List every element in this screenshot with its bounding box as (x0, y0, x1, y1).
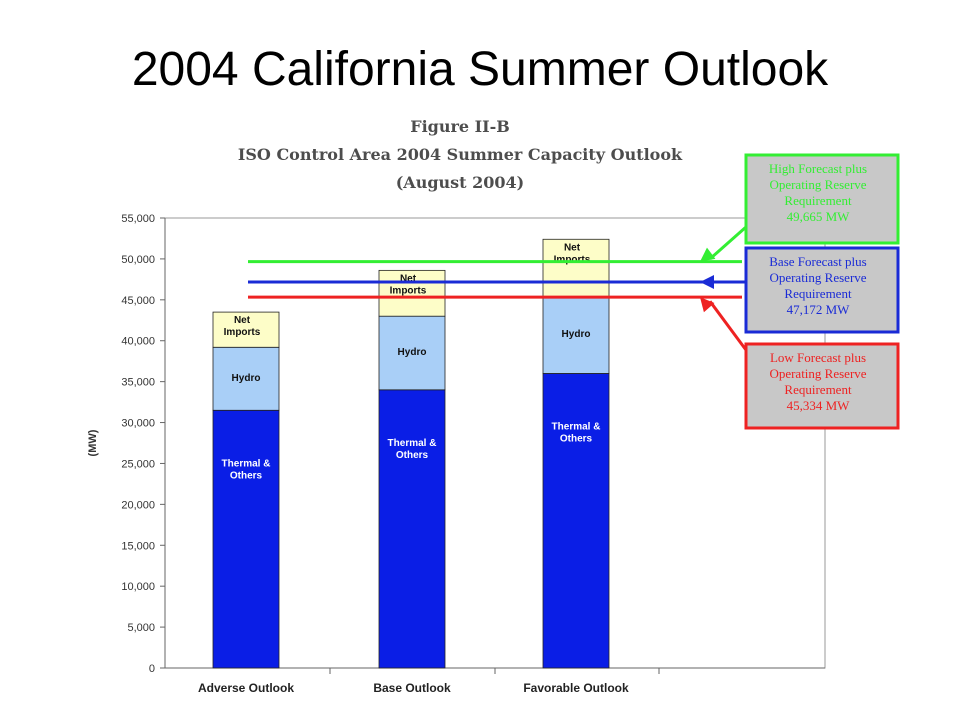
bar-segment-thermal (378, 389, 446, 669)
segment-label-hydro: Hydro (398, 347, 427, 358)
callout-box-high (744, 153, 900, 245)
y-tick-label: 10,000 (121, 581, 155, 593)
callout-text-low: Low Forecast plus (770, 350, 866, 365)
y-tick-label: 15,000 (121, 540, 155, 552)
y-tick-label: 45,000 (121, 295, 155, 307)
x-category-label: Favorable Outlook (523, 681, 629, 695)
callout-text-low: Operating Reserve (769, 366, 866, 381)
callout-arrowhead-base (700, 275, 714, 290)
segment-label-thermal: Thermal & (552, 421, 601, 432)
callout-text-high: Requirement (784, 193, 852, 208)
callout-arrowhead-low (700, 297, 715, 313)
bar-segment-hydro (378, 315, 446, 391)
callout-text-high: High Forecast plus (769, 161, 867, 176)
x-category-label: Base Outlook (373, 681, 451, 695)
y-tick-label: 55,000 (121, 213, 155, 225)
figure-title-line3: (August 2004) (396, 173, 525, 192)
segment-label-thermal: Others (230, 470, 263, 481)
slide-title: 2004 California Summer Outlook (131, 43, 829, 96)
callout-text-base: 47,172 MW (787, 302, 851, 317)
callout-arrowhead-high (700, 247, 716, 262)
callout-pointer-low (708, 300, 748, 351)
y-tick-label: 25,000 (121, 458, 155, 470)
y-tick-label: 40,000 (121, 336, 155, 348)
segment-label-thermal: Others (560, 433, 593, 444)
y-tick-label: 0 (149, 663, 155, 675)
bar-segment-thermal (212, 409, 280, 669)
bar-segment-thermal (542, 373, 610, 669)
segment-label-imports: Net (400, 273, 417, 284)
callout-box-low (744, 342, 900, 430)
segment-label-imports: Imports (554, 254, 591, 265)
y-tick-label: 20,000 (121, 499, 155, 511)
bar-segment-imports (212, 311, 280, 348)
callout-text-high: 49,665 MW (787, 209, 851, 224)
y-axis-label: (MW) (87, 429, 99, 456)
callout-box-base (744, 246, 900, 334)
bar-segment-imports (378, 269, 446, 317)
segment-label-hydro: Hydro (232, 373, 261, 384)
figure-title-line1: Figure II-B (410, 117, 510, 136)
bar-segment-imports (542, 238, 610, 297)
callout-text-base: Requirement (784, 286, 852, 301)
callout-text-low: 45,334 MW (787, 398, 851, 413)
callout-text-base: Operating Reserve (769, 270, 866, 285)
segment-label-thermal: Thermal & (222, 458, 271, 469)
y-tick-label: 30,000 (121, 418, 155, 430)
callout-text-low: Requirement (784, 382, 852, 397)
callout-text-high: Operating Reserve (769, 177, 866, 192)
x-category-label: Adverse Outlook (198, 681, 294, 695)
segment-label-imports: Net (234, 315, 251, 326)
y-tick-label: 50,000 (121, 254, 155, 266)
segment-label-thermal: Thermal & (388, 438, 437, 449)
bar-segment-hydro (212, 346, 280, 411)
bar-segment-hydro (542, 296, 610, 374)
y-tick-label: 5,000 (127, 622, 155, 634)
plot-area: 0 5,000 10,000 15,000 20,000 25,000 30,000 35,0… (87, 213, 826, 695)
callout-pointer-high (709, 225, 747, 261)
segment-label-thermal: Others (396, 450, 429, 461)
segment-label-imports: Imports (390, 285, 427, 296)
y-tick-label: 35,000 (121, 377, 155, 389)
callout-text-base: Base Forecast plus (769, 254, 866, 269)
segment-label-imports: Net (564, 242, 581, 253)
figure-title-line2: ISO Control Area 2004 Summer Capacity Ou… (238, 145, 683, 164)
segment-label-imports: Imports (224, 327, 261, 338)
segment-label-hydro: Hydro (562, 329, 591, 340)
